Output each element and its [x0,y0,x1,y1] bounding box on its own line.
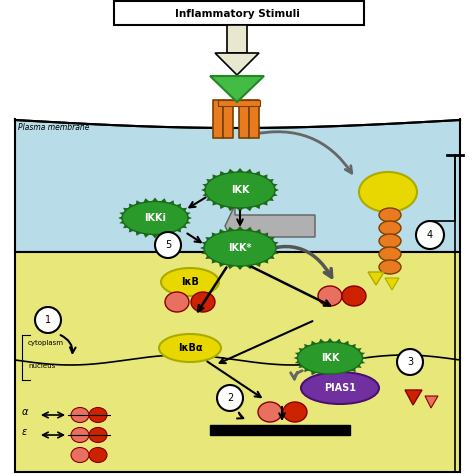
Text: IKK: IKK [231,185,249,195]
Text: IKK*: IKK* [228,243,252,253]
Text: nucleus: nucleus [28,363,55,369]
FancyBboxPatch shape [114,1,364,25]
Text: Plasma membrane: Plasma membrane [18,123,90,132]
Polygon shape [15,118,460,252]
Circle shape [35,307,61,333]
Text: 5: 5 [165,240,171,250]
Text: IκBα: IκBα [178,343,202,353]
Polygon shape [15,252,460,472]
Text: 4: 4 [427,230,433,240]
Ellipse shape [71,428,89,443]
Text: IKK: IKK [321,353,339,363]
Text: IKKi: IKKi [144,213,166,223]
Ellipse shape [379,234,401,248]
Ellipse shape [89,408,107,422]
Ellipse shape [283,402,307,422]
Ellipse shape [89,447,107,463]
Ellipse shape [379,247,401,261]
Text: 2: 2 [227,393,233,403]
Bar [210,425,350,435]
Ellipse shape [89,428,107,443]
Circle shape [217,385,243,411]
Ellipse shape [122,201,188,235]
Bar [249,100,259,138]
Ellipse shape [342,286,366,306]
Bar [213,100,223,138]
Circle shape [416,221,444,249]
Polygon shape [201,168,279,212]
Text: α: α [22,407,28,417]
Text: 1: 1 [45,315,51,325]
Ellipse shape [301,372,379,404]
Ellipse shape [258,402,282,422]
Polygon shape [200,226,280,270]
Ellipse shape [379,208,401,222]
Ellipse shape [71,447,89,463]
Bar [218,100,260,106]
Ellipse shape [71,408,89,422]
Polygon shape [368,272,384,285]
Polygon shape [293,338,366,378]
Bar [227,25,247,53]
Polygon shape [405,390,422,405]
Text: cytoplasm: cytoplasm [28,340,64,346]
Polygon shape [225,205,315,247]
Ellipse shape [359,172,417,212]
Circle shape [397,349,423,375]
Ellipse shape [298,342,363,374]
Circle shape [155,232,181,258]
Ellipse shape [379,260,401,274]
Ellipse shape [191,292,215,312]
Polygon shape [210,76,264,102]
Polygon shape [425,396,438,408]
Polygon shape [118,198,192,238]
Ellipse shape [318,286,342,306]
Text: Inflammatory Stimuli: Inflammatory Stimuli [174,9,300,19]
Ellipse shape [379,221,401,235]
Ellipse shape [205,172,275,208]
Bar [239,100,249,138]
Ellipse shape [204,230,276,266]
Ellipse shape [165,292,189,312]
Bar [223,100,233,138]
Text: 3: 3 [407,357,413,367]
Text: ε: ε [22,427,27,437]
Text: PIAS1: PIAS1 [324,383,356,393]
Polygon shape [215,53,259,75]
Polygon shape [385,278,399,290]
Text: IκB: IκB [181,277,199,287]
Ellipse shape [161,268,219,296]
Ellipse shape [159,334,221,362]
